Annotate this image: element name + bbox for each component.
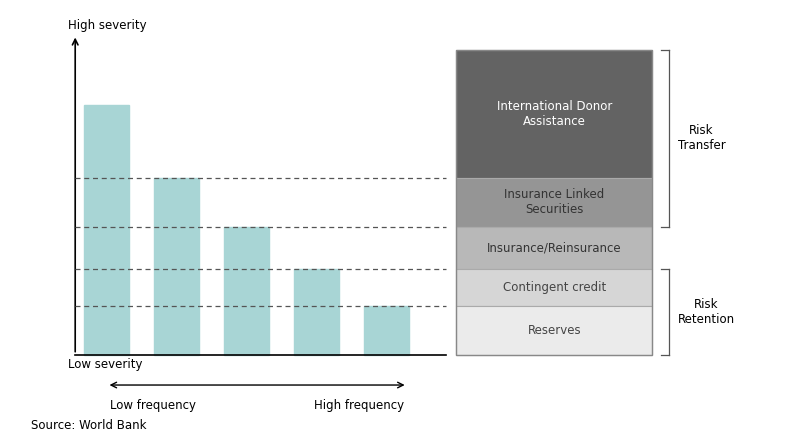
Bar bbox=[224, 227, 269, 355]
Text: Risk
Retention: Risk Retention bbox=[678, 298, 734, 326]
Text: Insurance Linked
Securities: Insurance Linked Securities bbox=[504, 188, 604, 216]
Bar bbox=[364, 306, 409, 355]
Text: Reserves: Reserves bbox=[527, 324, 582, 337]
Bar bbox=[456, 50, 652, 355]
Bar bbox=[84, 105, 129, 355]
Bar bbox=[456, 269, 652, 306]
Text: Low severity: Low severity bbox=[68, 358, 142, 371]
Text: High frequency: High frequency bbox=[314, 399, 404, 412]
Text: Insurance/Reinsurance: Insurance/Reinsurance bbox=[487, 242, 622, 255]
Text: Contingent credit: Contingent credit bbox=[503, 281, 606, 294]
Bar bbox=[456, 306, 652, 355]
Bar bbox=[154, 178, 199, 355]
Text: Low frequency: Low frequency bbox=[110, 399, 196, 412]
Bar bbox=[456, 227, 652, 269]
Text: International Donor
Assistance: International Donor Assistance bbox=[497, 100, 612, 128]
Bar bbox=[456, 50, 652, 178]
Text: Risk
Transfer: Risk Transfer bbox=[678, 124, 726, 152]
Text: Source: World Bank: Source: World Bank bbox=[31, 419, 147, 432]
Bar bbox=[294, 269, 339, 355]
Text: High severity: High severity bbox=[68, 19, 147, 32]
Bar bbox=[456, 178, 652, 227]
